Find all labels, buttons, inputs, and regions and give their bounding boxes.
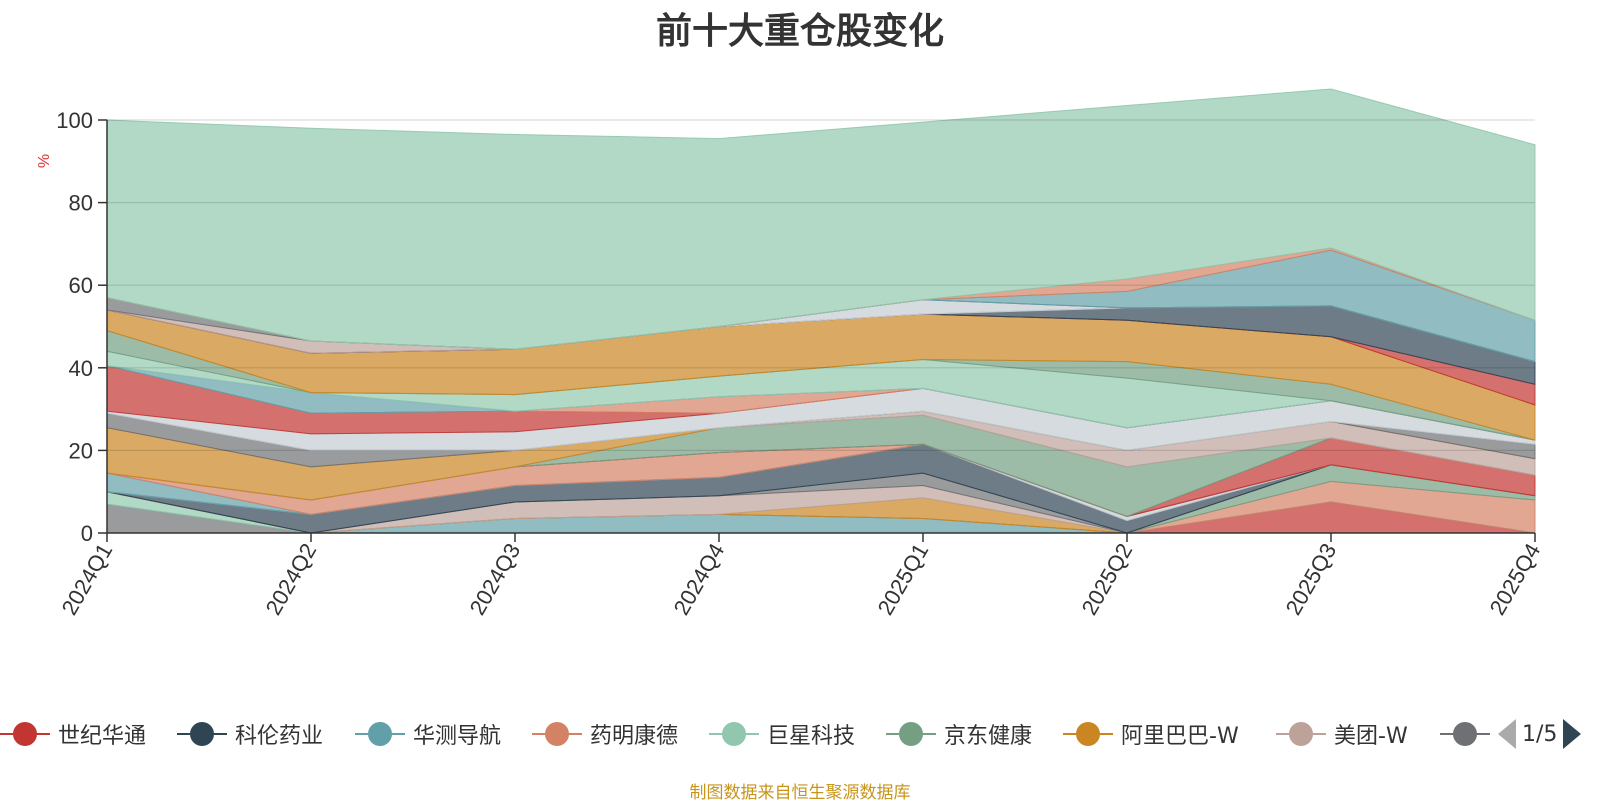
legend-item[interactable]: 美团-W — [1276, 716, 1408, 752]
legend-swatch-icon — [532, 719, 582, 749]
legend-page-indicator: 1/5 — [1522, 721, 1558, 747]
y-tick-label: 100 — [56, 108, 93, 133]
x-tick-label: 2024Q2 — [261, 539, 322, 619]
legend-swatch-icon — [709, 719, 759, 749]
legend-item[interactable]: 世纪华通 — [0, 716, 146, 752]
stacked-area-chart: 0 20 40 60 80 100 2024Q1 2024Q2 2024Q3 2024Q4 2025… — [36, 88, 1546, 619]
legend-item[interactable]: 京东健康 — [886, 716, 1032, 752]
legend-next-page-icon[interactable] — [1563, 719, 1582, 749]
data-source-note: 制图数据来自恒生聚源数据库 — [689, 783, 911, 803]
x-tick-label: 2025Q3 — [1281, 539, 1342, 619]
legend-swatch-icon — [1276, 719, 1326, 749]
x-tick-label: 2024Q1 — [57, 539, 118, 619]
legend-label: 阿里巴巴-W — [1121, 724, 1239, 749]
legend-prev-page-icon[interactable] — [1498, 719, 1516, 749]
legend-swatch-icon — [0, 719, 50, 749]
chart-title: 前十大重仓股变化 — [655, 11, 944, 52]
legend-pager: 1/5 — [1498, 716, 1582, 752]
legend: 世纪华通 科伦药业 华测导航 药明康德 巨星科技 京东健康 阿里巴巴-W 美团-W 1/5 — [0, 716, 1600, 752]
legend-label: 京东健康 — [944, 724, 1033, 749]
legend-label: 华测导航 — [413, 724, 502, 749]
grid-lines — [107, 119, 1535, 451]
legend-swatch-icon — [355, 719, 405, 749]
x-tick-label: 2024Q3 — [465, 539, 526, 619]
y-tick-label: 20 — [69, 438, 93, 463]
legend-item[interactable]: 巨星科技 — [709, 716, 855, 752]
y-tick-label: 40 — [69, 356, 93, 381]
legend-swatch-icon — [1063, 719, 1113, 749]
legend-item[interactable] — [1440, 716, 1498, 752]
y-tick-label: 60 — [69, 273, 93, 298]
legend-label: 药明康德 — [590, 724, 679, 749]
legend-label: 科伦药业 — [235, 724, 324, 749]
legend-item[interactable]: 药明康德 — [532, 716, 678, 752]
x-tick-label: 2025Q4 — [1485, 539, 1546, 619]
legend-label: 美团-W — [1334, 724, 1408, 749]
y-axis-unit-label: % — [36, 154, 53, 168]
y-tick-label: 80 — [69, 191, 93, 216]
y-tick-label: 0 — [81, 521, 93, 546]
x-tick-label: 2025Q2 — [1077, 539, 1138, 619]
legend-swatch-icon — [886, 719, 936, 749]
area-layers — [106, 88, 1536, 534]
x-tick-label: 2025Q1 — [873, 539, 934, 619]
legend-label: 世纪华通 — [58, 724, 147, 749]
legend-item[interactable]: 科伦药业 — [177, 716, 323, 752]
x-tick-label: 2024Q4 — [669, 539, 730, 619]
legend-swatch-icon — [1440, 719, 1490, 749]
legend-item[interactable]: 华测导航 — [355, 716, 501, 752]
legend-label: 巨星科技 — [767, 724, 856, 749]
area-layer-33 — [106, 88, 1536, 350]
legend-swatch-icon — [177, 719, 227, 749]
legend-item[interactable]: 阿里巴巴-W — [1063, 716, 1239, 752]
